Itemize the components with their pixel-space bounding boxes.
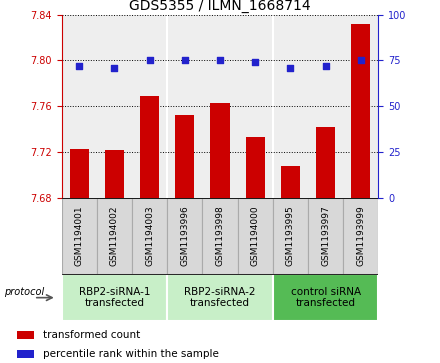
Bar — [273, 198, 308, 274]
Point — [181, 57, 188, 63]
Point — [146, 57, 153, 63]
Bar — [308, 198, 343, 274]
Bar — [62, 274, 167, 321]
Text: transformed count: transformed count — [43, 330, 140, 340]
Text: GSM1193999: GSM1193999 — [356, 205, 365, 266]
Bar — [246, 137, 265, 198]
Text: protocol: protocol — [4, 287, 44, 297]
Bar — [210, 103, 230, 198]
Bar — [62, 198, 97, 274]
Bar — [343, 198, 378, 274]
Bar — [351, 24, 370, 198]
Bar — [132, 198, 167, 274]
Bar — [105, 150, 124, 198]
Text: GSM1194003: GSM1194003 — [145, 205, 154, 266]
Bar — [140, 96, 159, 198]
Text: GSM1193996: GSM1193996 — [180, 205, 189, 266]
Bar — [17, 351, 34, 358]
Text: GSM1194001: GSM1194001 — [75, 205, 84, 266]
Point — [322, 63, 329, 69]
Bar — [202, 198, 238, 274]
Bar — [316, 127, 335, 198]
Text: percentile rank within the sample: percentile rank within the sample — [43, 349, 219, 359]
Text: GSM1194002: GSM1194002 — [110, 206, 119, 266]
Text: RBP2-siRNA-2
transfected: RBP2-siRNA-2 transfected — [184, 287, 256, 309]
Bar — [70, 148, 89, 198]
Point — [216, 57, 224, 63]
Text: GSM1193995: GSM1193995 — [286, 205, 295, 266]
Point — [76, 63, 83, 69]
Text: control siRNA
transfected: control siRNA transfected — [290, 287, 361, 309]
Bar — [273, 274, 378, 321]
Text: GSM1194000: GSM1194000 — [251, 205, 260, 266]
Point — [287, 65, 294, 70]
Point — [357, 57, 364, 63]
Title: GDS5355 / ILMN_1668714: GDS5355 / ILMN_1668714 — [129, 0, 311, 13]
Bar — [281, 166, 300, 198]
Bar — [238, 198, 273, 274]
Bar — [17, 331, 34, 339]
Text: RBP2-siRNA-1
transfected: RBP2-siRNA-1 transfected — [79, 287, 150, 309]
Bar — [167, 274, 273, 321]
Bar — [167, 198, 202, 274]
Bar — [97, 198, 132, 274]
Text: GSM1193998: GSM1193998 — [216, 205, 224, 266]
Bar — [175, 115, 194, 198]
Point — [111, 65, 118, 70]
Text: GSM1193997: GSM1193997 — [321, 205, 330, 266]
Point — [252, 59, 259, 65]
